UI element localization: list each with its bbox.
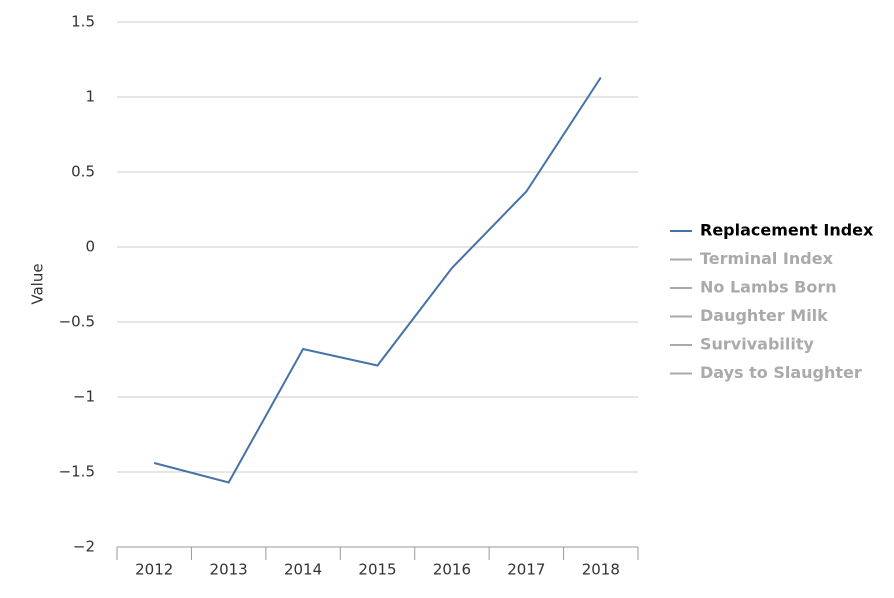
y-tick-label: 0: [85, 238, 95, 256]
x-tick-label: 2017: [507, 561, 545, 579]
y-tick-label: −1: [73, 388, 95, 406]
y-tick-label: 1.5: [71, 13, 95, 31]
y-tick-label: −0.5: [59, 313, 95, 331]
series-line: [153, 76, 602, 484]
y-tick-label: −2: [73, 538, 95, 556]
legend-item[interactable]: Days to Slaughter: [700, 363, 862, 382]
y-tick-label: 0.5: [71, 163, 95, 181]
y-tick-label: −1.5: [59, 463, 95, 481]
x-tick-label: 2014: [284, 561, 322, 579]
y-tick-label: 1: [85, 88, 95, 106]
x-tick-label: 2015: [358, 561, 396, 579]
legend-item[interactable]: No Lambs Born: [700, 278, 837, 297]
legend-item[interactable]: Terminal Index: [700, 249, 834, 268]
x-tick-label: 2012: [135, 561, 173, 579]
legend-item[interactable]: Daughter Milk: [700, 306, 828, 325]
y-axis-label: Value: [29, 263, 47, 304]
legend-item[interactable]: Replacement Index: [700, 221, 874, 240]
x-tick-label: 2018: [582, 561, 620, 579]
x-tick-label: 2016: [433, 561, 471, 579]
legend-item[interactable]: Survivability: [700, 335, 815, 354]
x-tick-label: 2013: [210, 561, 248, 579]
